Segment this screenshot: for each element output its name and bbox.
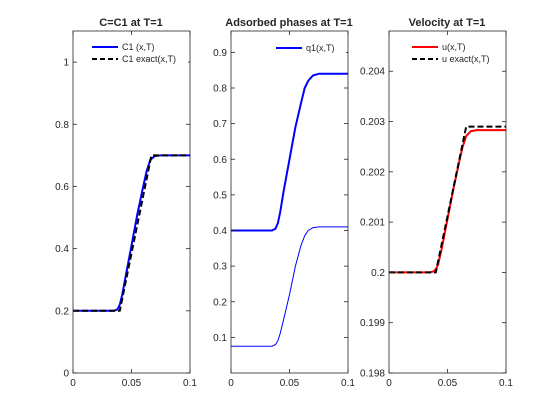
y-tick-label: 0.2	[371, 268, 385, 279]
y-tick-label: 0.6	[55, 182, 69, 193]
panel-concentration-legend: C1 (x,T) C1 exact(x,T)	[84, 38, 188, 66]
panel-concentration: C=C1 at T=1 0 0.05 0.1 0 0.2 0.4 0.6 0.8 1 C1 (x…	[55, 17, 197, 389]
y-tick-label: 0.8	[213, 84, 227, 95]
y-tick-label: 0.3	[213, 262, 227, 273]
y-tick-label: 0.1	[213, 333, 227, 344]
y-tick-label: 0.5	[213, 190, 227, 201]
x-tick-label: 0.05	[122, 378, 142, 389]
plot-background	[389, 31, 506, 373]
panel-adsorbed: Adsorbed phases at T=1 0 0.05 0.1 0.1 0.2 0.3…	[213, 17, 355, 389]
plot-background	[73, 31, 190, 373]
legend-box	[408, 38, 504, 66]
y-tick-label: 1	[63, 58, 69, 69]
y-tick-label: 0.202	[360, 167, 385, 178]
panel-adsorbed-legend: q1(x,T)	[270, 40, 346, 56]
plot-background	[231, 31, 348, 373]
series-line-1	[389, 125, 506, 274]
y-tick-label: 0.8	[55, 120, 69, 131]
panel-concentration-title: C=C1 at T=1	[99, 17, 163, 29]
y-tick-label: 0.7	[213, 119, 227, 130]
y-tick-label: 0.204	[360, 67, 385, 78]
legend-label-c1: C1 (x,T)	[122, 42, 155, 52]
panel-velocity-legend: u(x,T) u exact(x,T)	[408, 38, 504, 66]
panel-velocity: Velocity at T=1 0 0.05 0.1 0.198 0.199 0.2 0.2…	[360, 17, 513, 389]
series-line-1	[231, 226, 348, 347]
x-tick-label: 0	[70, 378, 76, 389]
legend-label-c1-exact: C1 exact(x,T)	[122, 54, 176, 64]
y-tick-label: 0.9	[213, 48, 227, 59]
panel-velocity-title: Velocity at T=1	[409, 17, 486, 29]
legend-label-u-exact: u exact(x,T)	[442, 54, 490, 64]
x-tick-label: 0	[386, 378, 392, 389]
legend-label-q1: q1(x,T)	[306, 43, 335, 53]
y-tick-label: 0.203	[360, 117, 385, 128]
x-tick-label: 0	[228, 378, 234, 389]
panel-adsorbed-plot-area: 0 0.05 0.1 0.1 0.2 0.3 0.4 0.5 0.6 0.7 0.8 0.9	[213, 30, 355, 389]
y-tick-label: 0.201	[360, 218, 385, 229]
series-line-0	[389, 129, 506, 274]
y-tick-label: 0.4	[55, 244, 69, 255]
legend-box	[84, 38, 188, 66]
y-tick-label: 0.6	[213, 155, 227, 166]
x-tick-label: 0.1	[183, 378, 197, 389]
series-line-1	[73, 154, 190, 312]
x-tick-label: 0.05	[438, 378, 458, 389]
legend-label-u: u(x,T)	[442, 42, 466, 52]
x-tick-label: 0.1	[341, 378, 355, 389]
panel-adsorbed-title: Adsorbed phases at T=1	[225, 17, 352, 29]
legend-box	[270, 40, 346, 56]
panel-velocity-plot-area: 0 0.05 0.1 0.198 0.199 0.2 0.201 0.202 0.203 0.20…	[360, 30, 513, 389]
y-tick-label: 0.2	[55, 306, 69, 317]
y-tick-label: 0.199	[360, 318, 385, 329]
y-tick-label: 0	[63, 369, 69, 380]
y-tick-label: 0.198	[360, 369, 385, 380]
x-tick-label: 0.1	[499, 378, 513, 389]
panel-concentration-plot-area: 0 0.05 0.1 0 0.2 0.4 0.6 0.8 1	[55, 30, 197, 389]
y-tick-label: 0.2	[213, 297, 227, 308]
x-tick-label: 0.05	[280, 378, 300, 389]
series-line-0	[231, 72, 348, 232]
y-tick-label: 0.4	[213, 226, 227, 237]
